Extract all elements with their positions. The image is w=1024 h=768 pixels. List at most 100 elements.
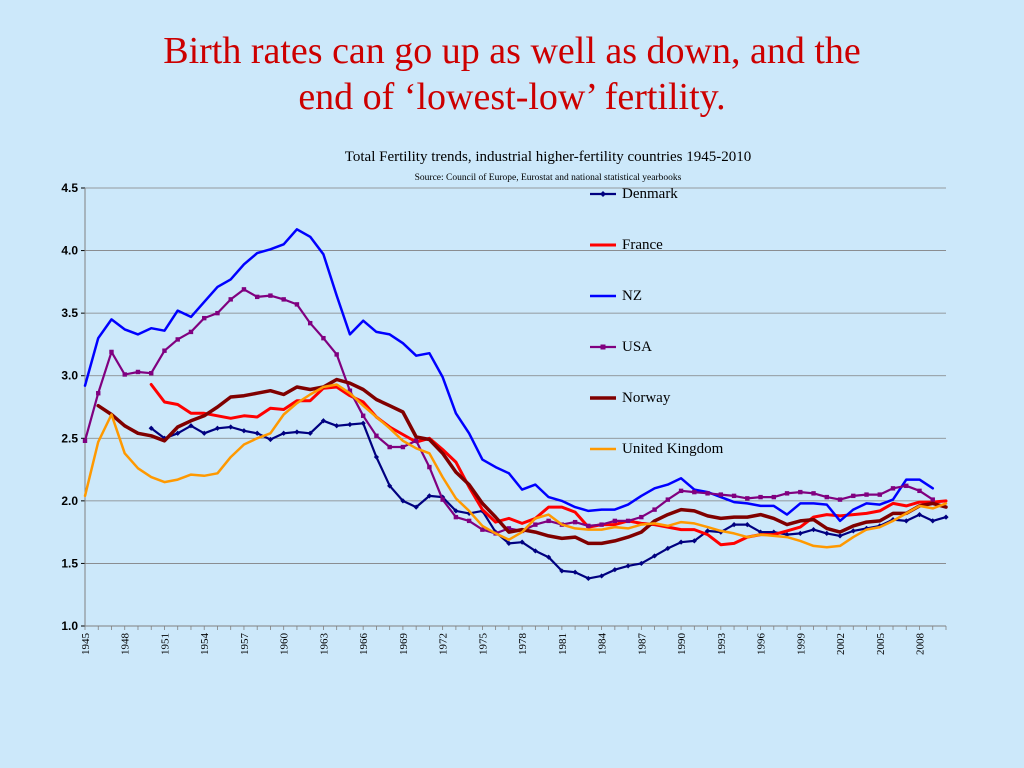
chart-title: Total Fertility trends, industrial highe… bbox=[344, 149, 752, 165]
x-tick-label: 1999 bbox=[795, 633, 807, 656]
x-tick-label: 1954 bbox=[199, 633, 211, 656]
data-point bbox=[334, 423, 340, 429]
data-point bbox=[704, 528, 711, 534]
data-point bbox=[267, 436, 274, 443]
data-point bbox=[625, 518, 631, 524]
x-tick-label: 1948 bbox=[120, 633, 132, 656]
data-point bbox=[599, 522, 604, 527]
data-point bbox=[347, 421, 353, 428]
y-tick-label: 1.5 bbox=[61, 556, 78, 570]
x-tick-label: 1963 bbox=[318, 633, 330, 656]
data-point bbox=[824, 530, 830, 536]
data-point bbox=[254, 430, 260, 436]
data-point bbox=[413, 504, 419, 510]
data-point bbox=[917, 488, 922, 494]
y-tick-label: 2.5 bbox=[61, 431, 78, 445]
data-point bbox=[135, 369, 141, 375]
x-tick-label: 2008 bbox=[915, 633, 927, 656]
slide-title: Birth rates can go up as well as down, a… bbox=[0, 28, 1024, 120]
data-point bbox=[810, 527, 817, 533]
x-tick-label: 1966 bbox=[358, 633, 370, 656]
data-point bbox=[638, 560, 644, 567]
legend-swatch bbox=[590, 243, 616, 247]
data-point bbox=[241, 287, 247, 292]
x-tick-label: 1957 bbox=[239, 633, 251, 656]
y-tick-label: 4.0 bbox=[61, 244, 78, 258]
data-point bbox=[691, 538, 697, 544]
x-tick-label: 1945 bbox=[80, 633, 92, 656]
data-point bbox=[241, 428, 247, 434]
legend-item: NZ bbox=[588, 286, 642, 306]
data-point bbox=[162, 348, 167, 353]
data-point bbox=[798, 489, 803, 495]
legend-item: France bbox=[588, 235, 663, 255]
data-point bbox=[771, 494, 776, 500]
data-point bbox=[281, 430, 287, 436]
y-tick-label: 2.0 bbox=[61, 494, 78, 508]
legend-label: USA bbox=[622, 338, 653, 355]
data-point bbox=[585, 575, 591, 582]
data-point bbox=[943, 514, 949, 520]
x-tick-label: 1960 bbox=[279, 633, 291, 656]
series-line-nz bbox=[83, 228, 935, 523]
data-point bbox=[255, 294, 260, 300]
data-point bbox=[188, 329, 194, 335]
data-point bbox=[466, 518, 472, 524]
slide-title-line-2: end of ‘lowest-low’ fertility. bbox=[298, 76, 726, 118]
legend-label: United Kingdom bbox=[622, 440, 724, 457]
data-point bbox=[784, 491, 790, 496]
data-point bbox=[188, 423, 194, 429]
data-point bbox=[374, 433, 379, 438]
data-point bbox=[202, 315, 207, 321]
data-point bbox=[334, 352, 339, 357]
data-point bbox=[930, 518, 936, 524]
data-point bbox=[506, 540, 512, 547]
data-point bbox=[639, 514, 644, 520]
data-point bbox=[572, 569, 578, 575]
data-point bbox=[837, 533, 843, 539]
legend-swatch bbox=[590, 191, 616, 197]
data-point bbox=[877, 492, 882, 497]
x-tick-label: 1996 bbox=[756, 633, 768, 656]
data-point bbox=[519, 539, 525, 545]
data-point bbox=[360, 420, 366, 426]
legend-item: USA bbox=[588, 337, 652, 357]
y-tick-label: 3.5 bbox=[61, 306, 78, 320]
data-point bbox=[532, 548, 538, 554]
data-point bbox=[373, 454, 380, 460]
x-tick-label: 1975 bbox=[477, 633, 489, 656]
data-point bbox=[546, 518, 551, 524]
chart-subtitle: Source: Council of Europe, Eurostat and … bbox=[414, 173, 682, 183]
data-point bbox=[427, 464, 432, 470]
data-point bbox=[201, 430, 207, 436]
data-point bbox=[214, 425, 221, 431]
data-point bbox=[387, 483, 393, 489]
data-point bbox=[175, 337, 180, 342]
data-point bbox=[307, 320, 313, 326]
legend-swatch bbox=[590, 294, 616, 298]
data-point bbox=[347, 388, 353, 393]
data-point bbox=[559, 568, 565, 574]
data-point bbox=[480, 527, 485, 532]
data-point bbox=[890, 486, 896, 491]
data-point bbox=[148, 425, 154, 431]
data-point bbox=[850, 528, 856, 534]
data-point bbox=[175, 430, 181, 436]
x-tick-label: 2005 bbox=[875, 633, 887, 656]
data-point bbox=[811, 491, 816, 496]
x-tick-label: 1969 bbox=[398, 633, 410, 656]
legend-item: Denmark bbox=[588, 184, 678, 204]
legend-swatch bbox=[590, 344, 616, 350]
data-point bbox=[228, 424, 234, 430]
data-point bbox=[731, 493, 737, 499]
data-point bbox=[307, 430, 313, 436]
data-point bbox=[453, 508, 459, 514]
x-tick-label: 1972 bbox=[438, 633, 450, 655]
data-point bbox=[572, 519, 578, 525]
legend-label: France bbox=[622, 236, 663, 253]
x-tick-label: 1951 bbox=[159, 633, 171, 655]
data-point bbox=[599, 573, 605, 579]
y-tick-label: 4.5 bbox=[61, 181, 78, 195]
data-point bbox=[294, 429, 300, 435]
